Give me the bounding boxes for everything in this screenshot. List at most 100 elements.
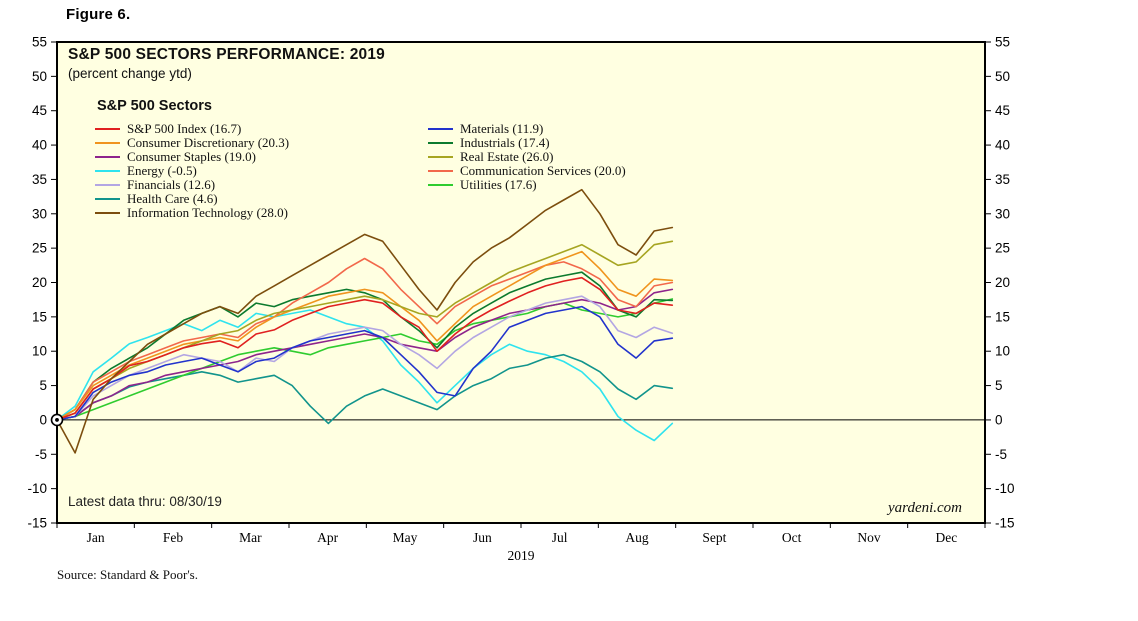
x-tick-label: Oct [782,530,802,545]
y-tick-label-left: 20 [32,275,47,290]
series-line-materials [56,305,674,421]
series-line-industrials [56,271,674,421]
y-tick-label-left: 5 [39,378,47,393]
legend-swatch [95,211,120,215]
legend-column-2: Materials (11.9) Industrials (17.4) Real E… [428,121,626,220]
y-tick-label-left: 0 [39,412,47,427]
legend-title: S&P 500 Sectors [97,98,212,114]
legend-item: Consumer Staples (19.0) [95,149,428,164]
legend-swatch [95,183,120,187]
legend-swatch [428,141,453,145]
legend-label: Health Care (4.6) [127,191,218,206]
chart-subtitle: (percent change ytd) [68,66,192,81]
y-tick-label-right: 40 [995,138,1010,153]
latest-data-note: Latest data thru: 08/30/19 [68,494,222,509]
legend-label: Financials (12.6) [127,177,216,192]
y-tick-label-left: 45 [32,103,47,118]
legend-item: S&P 500 Index (16.7) [95,121,428,136]
x-tick-label: Apr [317,530,338,545]
legend-label: Materials (11.9) [460,121,544,136]
origin-marker-dot [55,418,59,422]
y-tick-label-right: 10 [995,344,1010,359]
legend-label: Real Estate (26.0) [460,149,554,164]
y-tick-label-right: 55 [995,35,1010,50]
x-tick-label: Nov [857,530,880,545]
chart-title: S&P 500 SECTORS PERFORMANCE: 2019 [68,46,385,63]
y-tick-label-left: -5 [35,447,47,462]
legend-swatch [95,127,120,131]
legend-label: Consumer Discretionary (20.3) [127,135,290,150]
legend-column-1: S&P 500 Index (16.7) Consumer Discretiona… [95,121,428,220]
legend-swatch [95,155,120,159]
x-tick-label: Jul [552,530,568,545]
y-tick-label-left: 10 [32,344,47,359]
series-line-s-p-500-index [56,276,674,421]
legend-label: Consumer Staples (19.0) [127,149,256,164]
legend-label: Utilities (17.6) [460,177,537,192]
series-line-communication-services [56,257,674,421]
y-tick-label-right: -15 [995,516,1015,531]
y-tick-label-right: 15 [995,309,1010,324]
series-line-information-technology [56,188,674,454]
series-line-financials [56,295,674,421]
legend-swatch [428,169,453,173]
legend-swatch [428,127,453,131]
legend-item: Health Care (4.6) [95,191,428,206]
legend-label: Energy (-0.5) [127,163,197,178]
y-tick-label-right: 0 [995,412,1003,427]
legend-label: S&P 500 Index (16.7) [127,121,242,136]
y-tick-label-left: -15 [27,516,47,531]
y-tick-label-right: 50 [995,69,1010,84]
y-tick-label-left: 50 [32,69,47,84]
watermark: yardeni.com [888,500,963,516]
x-tick-label: Mar [239,530,262,545]
legend-item: Financials (12.6) [95,177,428,192]
legend-swatch [95,197,120,201]
legend-label: Communication Services (20.0) [460,163,626,178]
x-tick-label: Sept [702,530,726,545]
series-line-consumer-discretionary [56,250,674,421]
x-tick-label: Jan [87,530,105,545]
y-tick-label-right: 45 [995,103,1010,118]
legend: S&P 500 Sectors S&P 500 Index (16.7) Cons… [95,98,626,220]
legend-item: Communication Services (20.0) [428,163,626,178]
figure-label: Figure 6. [66,6,131,23]
x-tick-label: Feb [163,530,184,545]
series-line-health-care [56,353,674,425]
legend-label: Industrials (17.4) [460,135,550,150]
legend-item: Energy (-0.5) [95,163,428,178]
y-tick-label-right: 20 [995,275,1010,290]
legend-item: Real Estate (26.0) [428,149,626,164]
x-tick-label: Aug [625,530,648,545]
x-axis-year-label: 2019 [508,548,535,563]
y-tick-label-right: 30 [995,206,1010,221]
legend-item: Materials (11.9) [428,121,626,136]
legend-item: Industrials (17.4) [428,135,626,150]
source-note: Source: Standard & Poor's. [57,567,198,582]
legend-swatch [95,169,120,173]
y-tick-label-left: 15 [32,309,47,324]
x-tick-label: Jun [473,530,492,545]
y-tick-label-left: 35 [32,172,47,187]
legend-swatch [428,183,453,187]
legend-label: Information Technology (28.0) [127,205,288,220]
legend-item: Consumer Discretionary (20.3) [95,135,428,150]
y-tick-label-left: -10 [27,481,47,496]
y-tick-label-right: -5 [995,447,1007,462]
legend-columns: S&P 500 Index (16.7) Consumer Discretiona… [95,121,626,220]
y-tick-label-right: 25 [995,241,1010,256]
y-tick-label-left: 30 [32,206,47,221]
y-tick-label-left: 55 [32,35,47,50]
series-line-utilities [56,298,674,421]
legend-swatch [95,141,120,145]
y-tick-label-right: -10 [995,481,1015,496]
legend-item: Information Technology (28.0) [95,205,428,220]
legend-item: Utilities (17.6) [428,177,626,192]
y-tick-label-right: 5 [995,378,1003,393]
x-tick-label: Dec [935,530,957,545]
y-tick-label-right: 35 [995,172,1010,187]
series-line-consumer-staples [56,288,674,421]
y-tick-label-left: 40 [32,138,47,153]
legend-swatch [428,155,453,159]
